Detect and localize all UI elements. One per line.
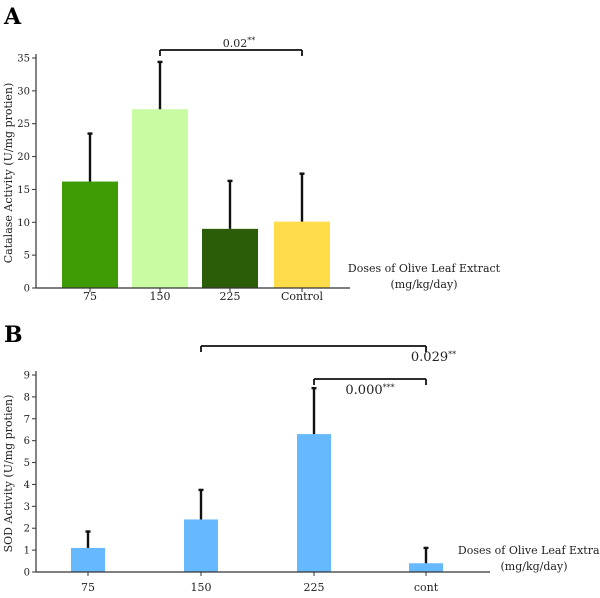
panel-a-bar-1 (132, 109, 188, 288)
panel-a-y-tick-label-4: 20 (17, 152, 30, 163)
panel-a-letter: A (3, 4, 22, 30)
panel-b-bar-3 (409, 563, 443, 572)
panel-a-chart: 0 5 10 15 20 25 30 35 75 150 225 Control Catalase Ac… (2, 36, 501, 303)
panel-b-sig-value-0: 0.029 (411, 350, 448, 365)
panel-b-x-tick-label-2: 225 (304, 581, 325, 594)
panel-b-x-tick-label-1: 150 (191, 581, 212, 594)
panel-b-x-axis-label-line-0: Doses of Olive Leaf Extract (458, 544, 600, 557)
panel-a-x-tick-label-3: Control (281, 290, 323, 303)
panel-b-x-tick-label-0: 75 (81, 581, 95, 594)
panel-b-y-tick-label-7: 7 (24, 414, 30, 425)
panel-a-x-axis-label-line-1: (mg/kg/day) (391, 278, 458, 291)
panel-a-sig-value-0: 0.02 (223, 37, 248, 50)
panel-a-y-tick-label-3: 15 (17, 185, 30, 196)
panel-b-letter: B (4, 322, 23, 348)
panel-b-y-tick-label-1: 1 (24, 546, 30, 557)
panel-b-sig-label-0: 0.029** (411, 350, 456, 365)
panel-b-y-tick-label-5: 5 (24, 458, 30, 469)
panel-b-sig-value-1: 0.000 (345, 383, 382, 398)
panel-b-y-tick-label-6: 6 (24, 436, 30, 447)
panel-b-sig-stars-1: *** (383, 383, 395, 392)
panel-a-y-tick-label-0: 0 (24, 284, 30, 295)
panel-b-x-tick-label-3: cont (414, 581, 439, 594)
panel-a-x-tick-label-0: 75 (83, 290, 97, 303)
panel-b-bar-2 (297, 434, 331, 572)
panel-b-sig-label-1: 0.000*** (345, 383, 394, 398)
panel-a-y-tick-label-1: 5 (24, 251, 30, 262)
panel-b-chart: 0 1 2 3 4 5 6 7 8 9 75 150 225 cont SOD Activity (U/mg… (2, 345, 600, 594)
panel-a-bar-0 (62, 181, 118, 288)
panel-a-x-tick-label-2: 225 (220, 290, 241, 303)
panel-a-y-tick-label-5: 25 (17, 119, 30, 130)
panel-a-y-axis-label: Catalase Activity (U/mg protien) (2, 83, 15, 264)
panel-a-y-tick-label-2: 10 (17, 218, 30, 229)
panel-a-bar-3 (274, 221, 330, 288)
panel-b-y-tick-label-4: 4 (24, 480, 30, 491)
panel-b-y-tick-label-0: 0 (24, 568, 30, 579)
panel-b-bar-1 (184, 519, 218, 572)
panel-a-sig-label-0: 0.02** (223, 36, 256, 50)
panel-b-sig-stars-0: ** (448, 350, 456, 359)
panel-a-sig-stars-0: ** (247, 36, 255, 45)
panel-b-y-tick-label-3: 3 (24, 502, 30, 513)
panel-a-y-tick-label-6: 30 (17, 86, 30, 97)
panel-b-y-tick-label-9: 9 (24, 371, 30, 382)
panel-b-bar-0 (71, 547, 105, 572)
panel-b-y-tick-label-8: 8 (24, 392, 30, 403)
panel-b-y-tick-label-2: 2 (24, 524, 30, 535)
panel-a-x-axis-label-line-0: Doses of Olive Leaf Extract (348, 262, 501, 275)
panel-a-x-tick-label-1: 150 (150, 290, 171, 303)
panel-a-bar-2 (202, 228, 258, 288)
panel-b-y-axis-label: SOD Activity (U/mg protien) (2, 395, 15, 553)
panel-b-x-axis-label-line-1: (mg/kg/day) (501, 560, 568, 573)
panel-a-y-tick-label-7: 35 (17, 54, 30, 65)
